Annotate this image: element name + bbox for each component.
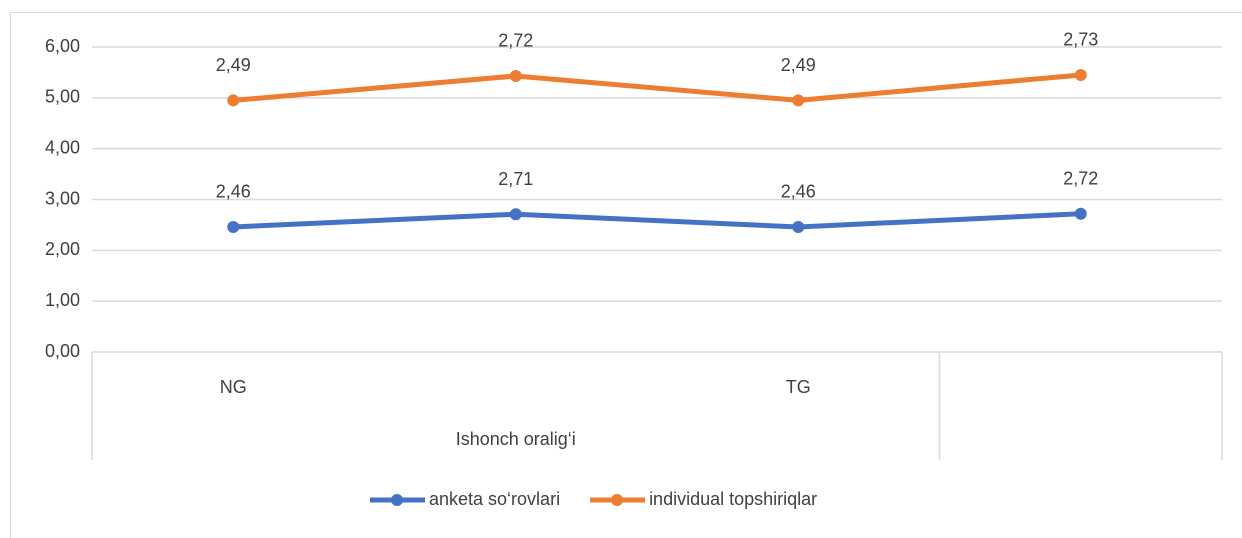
- marker: [509, 69, 522, 82]
- data-label: 2,73: [1063, 30, 1098, 50]
- chart-border: [10, 12, 1242, 538]
- legend-label: anketa so‘rovlari: [429, 489, 560, 509]
- marker: [227, 220, 240, 233]
- marker: [227, 94, 240, 107]
- data-label: 2,72: [498, 31, 533, 51]
- marker: [1074, 207, 1087, 220]
- y-tick-label: 4,00: [45, 137, 80, 157]
- legend-marker: [391, 494, 403, 506]
- marker: [792, 220, 805, 233]
- data-label: 2,49: [781, 55, 816, 75]
- data-label: 2,49: [216, 55, 251, 75]
- marker: [1074, 68, 1087, 81]
- y-tick-label: 3,00: [45, 188, 80, 208]
- legend-marker: [611, 494, 624, 506]
- legend-label: individual topshiriqlar: [649, 489, 817, 509]
- marker: [792, 94, 805, 107]
- y-tick-label: 1,00: [45, 290, 80, 310]
- data-label: 2,72: [1063, 168, 1098, 188]
- marker: [509, 208, 522, 221]
- data-label: 2,46: [781, 182, 816, 202]
- y-tick-label: 2,00: [45, 239, 80, 259]
- data-label: 2,46: [216, 182, 251, 202]
- data-label: 2,71: [498, 169, 533, 189]
- y-tick-label: 5,00: [45, 87, 80, 107]
- series-line: [230, 72, 1084, 103]
- series-line: [230, 211, 1084, 230]
- y-tick-label: 6,00: [45, 36, 80, 56]
- y-tick-label: 0,00: [45, 341, 80, 361]
- x-tick-label: TG: [786, 377, 811, 397]
- x-tick-label: NG: [220, 377, 247, 397]
- x-group-label: Ishonch oralig‘i: [456, 429, 576, 449]
